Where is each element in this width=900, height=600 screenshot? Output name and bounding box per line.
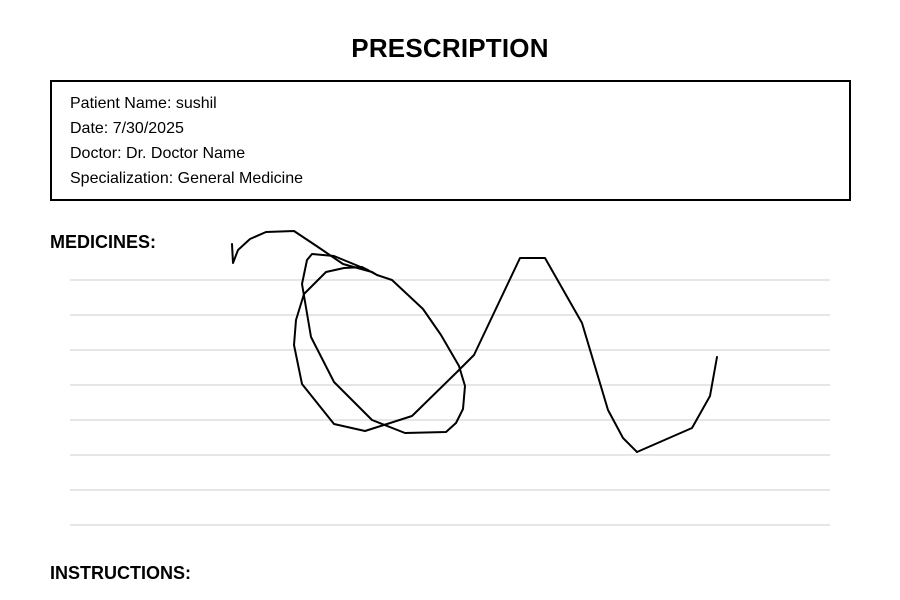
doctor-specialization: Specialization: General Medicine xyxy=(70,170,304,187)
medicines-writing-area[interactable] xyxy=(70,0,830,600)
prescription-title: PRESCRIPTION xyxy=(351,33,549,63)
prescription-date: Date: 7/30/2025 xyxy=(70,120,184,137)
doctor-name: Doctor: Dr. Doctor Name xyxy=(70,145,246,162)
ruled-line xyxy=(70,349,830,351)
ruled-line xyxy=(70,489,830,491)
medicines-heading: MEDICINES: xyxy=(50,232,157,252)
ruled-line xyxy=(70,454,830,456)
ruled-line xyxy=(70,279,830,281)
ruled-line xyxy=(70,314,830,316)
patient-info-box: Patient Name: sushil Date: 7/30/2025 Doc… xyxy=(50,80,851,201)
ruled-line xyxy=(70,384,830,386)
patient-name: Patient Name: sushil xyxy=(70,95,217,112)
ruled-line xyxy=(70,524,830,526)
instructions-heading: INSTRUCTIONS: xyxy=(50,563,191,583)
ruled-line xyxy=(70,419,830,421)
